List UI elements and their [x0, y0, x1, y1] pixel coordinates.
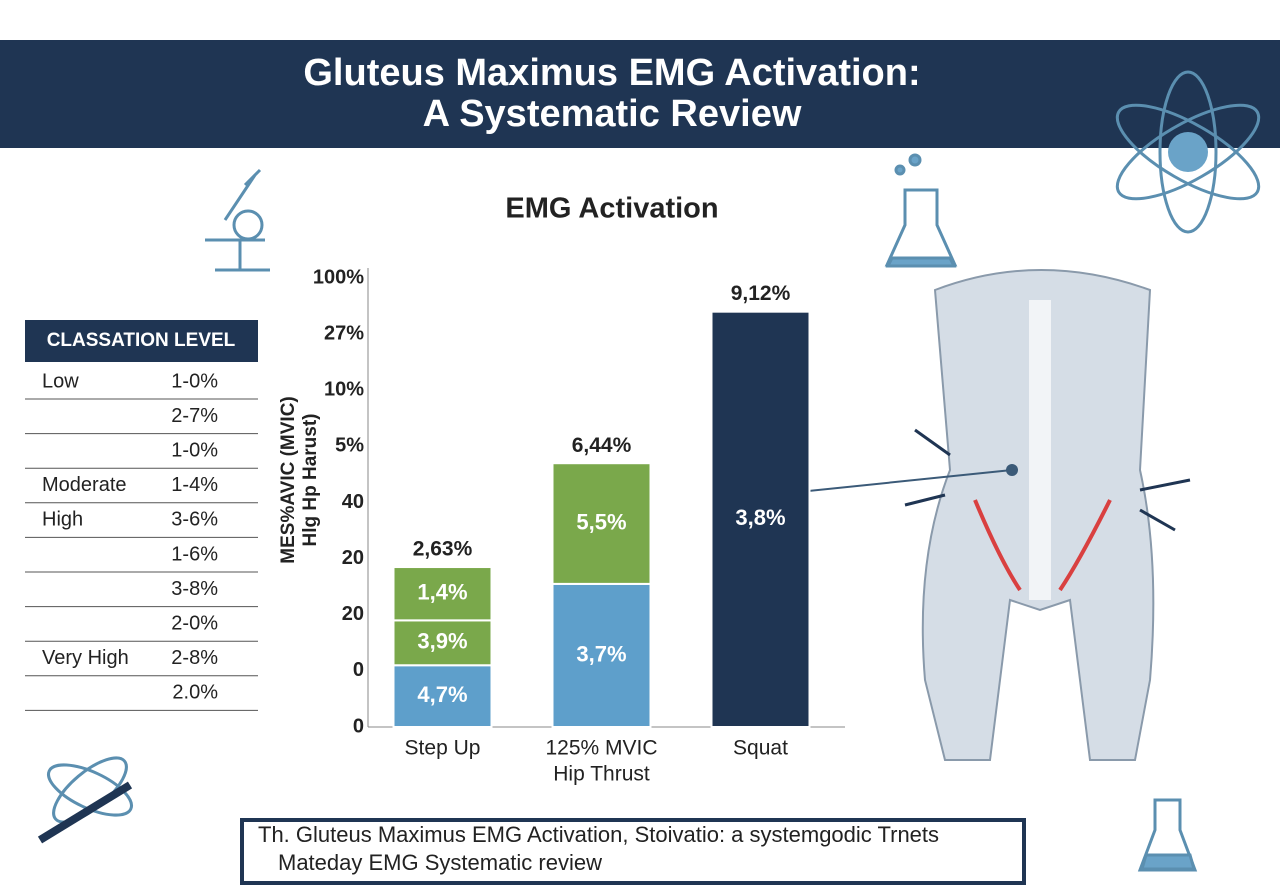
- row-value: 1-4%: [171, 474, 218, 496]
- atom-icon: [1115, 70, 1261, 234]
- row-value: 1-0%: [171, 439, 218, 461]
- row-value: 3-8%: [171, 578, 218, 600]
- row-level: High: [42, 509, 83, 531]
- title-line: A Systematic Review: [423, 93, 802, 135]
- row-level: Low: [42, 370, 79, 392]
- y-tick-label: 100%: [313, 266, 364, 288]
- bar-segment: [551, 462, 652, 585]
- row-value: 2-8%: [171, 647, 218, 669]
- chart: 0 0 20 20 40 5% 10% 27% 100% MES%AVIC (MVIC)Hlg H…: [278, 266, 845, 786]
- flask-icon: [884, 153, 958, 268]
- row-level: Moderate: [42, 474, 127, 496]
- row-value: 1-0%: [171, 370, 218, 392]
- bar-segment: [392, 664, 493, 729]
- table: Low 1-0% 2-7% 1-0% Moderate 1-4% High 3-6% 1-6% 3…: [25, 370, 258, 711]
- y-tick-label: 27%: [324, 322, 364, 344]
- y-tick-label: 40: [342, 491, 364, 513]
- y-tick-label: 10%: [324, 379, 364, 401]
- y-label-line: MES%AVIC (MVIC): [278, 396, 299, 563]
- x-tick-label: 125% MVIC: [545, 737, 657, 760]
- bar-segment: [392, 566, 493, 622]
- x-tick-label: Hip Thrust: [553, 763, 650, 786]
- flask-icon-small: [1137, 798, 1198, 872]
- y-label-line: Hlg Hp Harust): [300, 414, 321, 547]
- bar-segment: [551, 582, 652, 728]
- bar-total: 9,12%: [731, 282, 791, 305]
- segment-label: 5,5%: [576, 509, 626, 534]
- y-tick-label: 0: [353, 715, 364, 737]
- atom-icon-small: [37, 756, 133, 844]
- muscle-illustration: [749, 269, 1191, 761]
- segment-label: 3,9%: [417, 629, 467, 654]
- y-tick-label: 5%: [335, 435, 364, 457]
- chart-title: EMG Activation: [505, 193, 718, 225]
- row-value: 2.0%: [172, 682, 218, 704]
- header-band: [0, 40, 1280, 148]
- footer-line: Th. Gluteus Maximus EMG Activation, Stoi…: [258, 822, 939, 847]
- segment-label: 3,7%: [576, 641, 626, 666]
- row-value: 1-6%: [171, 543, 218, 565]
- bar-segment: [392, 619, 493, 667]
- segment-label: 3,8%: [735, 505, 785, 530]
- row-value: 2-7%: [171, 405, 218, 427]
- y-tick-label: 0: [353, 659, 364, 681]
- segment-label: 4,7%: [417, 682, 467, 707]
- table-header-bg: [25, 320, 258, 362]
- y-axis-label: MES%AVIC (MVIC)Hlg Hp Harust): [278, 396, 321, 563]
- footer-box: [240, 818, 1026, 885]
- row-value: 2-0%: [171, 612, 218, 634]
- bar-total: 2,63%: [413, 538, 473, 561]
- row-value: 3-6%: [171, 509, 218, 531]
- bar-total: 6,44%: [572, 434, 632, 457]
- row-level: Very High: [42, 647, 129, 669]
- y-tick-label: 20: [342, 547, 364, 569]
- x-tick-label: Squat: [733, 737, 788, 760]
- table-header: CLASSATION LEVEL: [47, 330, 236, 351]
- segment-label: 1,4%: [417, 580, 467, 605]
- y-tick-label: 20: [342, 603, 364, 625]
- bar-segment: [710, 310, 811, 728]
- x-tick-label: Step Up: [405, 737, 481, 760]
- title-line: Gluteus Maximus EMG Activation:: [303, 52, 920, 94]
- footer-line: Mateday EMG Systematic review: [278, 850, 602, 875]
- microscope-icon: [205, 168, 270, 272]
